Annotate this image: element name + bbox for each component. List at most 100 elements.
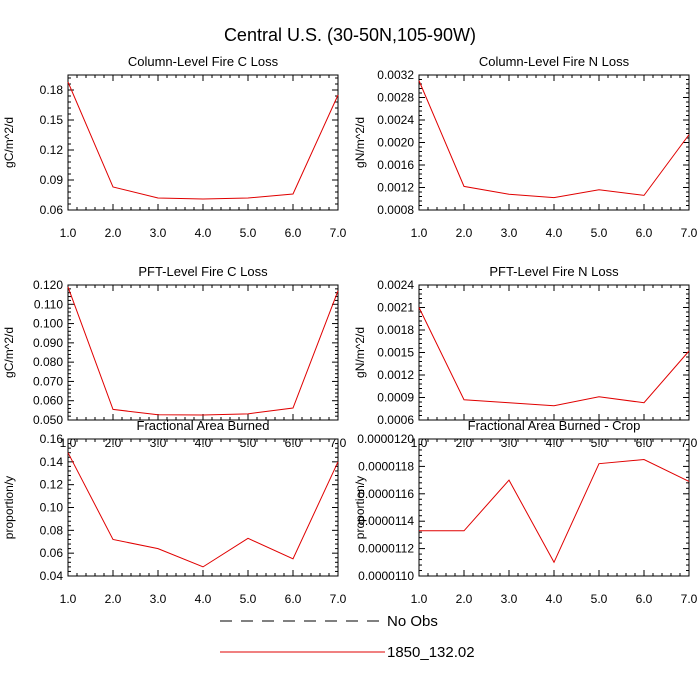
plot-frame — [67, 284, 339, 421]
y-tick-label: 0.050 — [33, 413, 63, 427]
y-tick-label: 0.0000120 — [357, 432, 414, 446]
series-line — [67, 81, 339, 200]
figure-title: Central U.S. (30-50N,105-90W) — [224, 25, 476, 45]
y-tick-label: 0.10 — [40, 501, 64, 515]
y-axis-label: gC/m^2/d — [2, 327, 16, 378]
y-tick-label: 0.0009 — [377, 391, 414, 405]
y-tick-label: 0.0008 — [377, 203, 414, 217]
y-tick-label: 0.0032 — [377, 68, 414, 82]
panel-1: Column-Level Fire C Loss gC/m^2/d 1.0 2.0 3.… — [2, 54, 347, 240]
y-tick-label: 0.080 — [33, 355, 63, 369]
series-line — [418, 80, 690, 199]
x-tick-label: 3.0 — [501, 226, 518, 240]
legend: No Obs 1850_132.02 — [220, 613, 475, 661]
panel-title: PFT-Level Fire N Loss — [489, 264, 619, 279]
series-line — [67, 286, 339, 416]
x-tick-label: 6.0 — [636, 226, 653, 240]
panels: Column-Level Fire C Loss gC/m^2/d 1.0 2.0 3.… — [2, 54, 698, 606]
panel-title: Column-Level Fire C Loss — [128, 54, 279, 69]
x-tick-label: 6.0 — [285, 592, 302, 606]
panel-6: Fractional Area Burned - Crop proportion/… — [353, 418, 698, 606]
panel-2: Column-Level Fire N Loss gN/m^2/d 1.0 2.0 3.… — [353, 54, 698, 240]
x-tick-label: 2.0 — [456, 226, 473, 240]
y-tick-label: 0.0012 — [377, 181, 414, 195]
x-tick-label: 6.0 — [285, 226, 302, 240]
series-line — [418, 307, 690, 407]
y-tick-label: 0.0028 — [377, 91, 414, 105]
y-tick-label: 0.16 — [40, 432, 64, 446]
x-tick-label: 3.0 — [150, 592, 167, 606]
panel-title: Column-Level Fire N Loss — [479, 54, 630, 69]
plot-frame — [67, 438, 339, 577]
x-tick-label: 4.0 — [195, 592, 212, 606]
y-tick-label: 0.15 — [40, 113, 64, 127]
y-tick-label: 0.0024 — [377, 278, 414, 292]
plot-frame — [418, 438, 690, 577]
x-tick-label: 5.0 — [591, 592, 608, 606]
y-tick-label: 0.090 — [33, 336, 63, 350]
legend-label-run: 1850_132.02 — [387, 644, 475, 661]
x-tick-label: 7.0 — [681, 592, 698, 606]
y-tick-label: 0.0000114 — [358, 514, 414, 528]
x-tick-label: 2.0 — [105, 592, 122, 606]
y-axis-label: proportion/y — [2, 476, 16, 539]
legend-label-no-obs: No Obs — [387, 613, 438, 630]
x-tick-label: 4.0 — [546, 592, 563, 606]
panel-title: Fractional Area Burned — [137, 418, 270, 433]
x-tick-label: 1.0 — [411, 226, 428, 240]
x-tick-label: 7.0 — [330, 226, 347, 240]
y-tick-label: 0.0018 — [377, 323, 414, 337]
x-tick-label: 2.0 — [105, 226, 122, 240]
y-tick-label: 0.08 — [40, 523, 64, 537]
x-tick-label: 1.0 — [411, 592, 428, 606]
y-tick-label: 0.0016 — [377, 158, 414, 172]
y-tick-label: 0.0012 — [377, 368, 414, 382]
panel-title: Fractional Area Burned - Crop — [468, 418, 641, 433]
y-axis-label: gC/m^2/d — [2, 117, 16, 168]
y-axis-label: proportion/y — [353, 476, 367, 539]
y-tick-label: 0.0015 — [377, 346, 414, 360]
y-tick-label: 0.0000118 — [358, 459, 414, 473]
x-tick-label: 3.0 — [150, 226, 167, 240]
x-tick-label: 7.0 — [681, 226, 698, 240]
y-tick-label: 0.0021 — [377, 301, 414, 315]
y-tick-label: 0.110 — [34, 297, 63, 311]
x-tick-label: 7.0 — [330, 592, 347, 606]
panel-title: PFT-Level Fire C Loss — [138, 264, 268, 279]
y-tick-label: 0.18 — [40, 83, 64, 97]
y-tick-label: 0.0000116 — [358, 487, 414, 501]
panel-5: Fractional Area Burned proportion/y 1.0 2.0… — [2, 418, 347, 606]
x-tick-label: 5.0 — [591, 226, 608, 240]
y-tick-label: 0.12 — [40, 143, 64, 157]
y-axis-label: gN/m^2/d — [353, 327, 367, 378]
x-tick-label: 1.0 — [60, 226, 77, 240]
series-line — [67, 452, 339, 568]
y-tick-label: 0.0020 — [377, 136, 414, 150]
x-tick-label: 4.0 — [195, 226, 212, 240]
x-tick-label: 3.0 — [501, 592, 518, 606]
y-axis-label: gN/m^2/d — [353, 117, 367, 168]
x-tick-label: 1.0 — [60, 592, 77, 606]
y-tick-label: 0.0006 — [377, 413, 414, 427]
y-tick-label: 0.14 — [40, 455, 64, 469]
y-tick-label: 0.04 — [40, 569, 64, 583]
series-line — [419, 459, 690, 564]
y-tick-label: 0.070 — [33, 374, 63, 388]
y-tick-label: 0.0000112 — [358, 542, 414, 556]
y-tick-label: 0.06 — [40, 546, 64, 560]
x-tick-label: 5.0 — [240, 592, 257, 606]
y-tick-label: 0.100 — [33, 317, 63, 331]
y-tick-label: 0.060 — [33, 394, 63, 408]
y-tick-label: 0.12 — [40, 478, 64, 492]
y-tick-label: 0.09 — [40, 173, 64, 187]
y-tick-label: 0.0000110 — [358, 569, 414, 583]
plot-frame — [67, 74, 339, 211]
plot-frame — [418, 284, 690, 421]
x-tick-label: 6.0 — [636, 592, 653, 606]
y-tick-label: 0.120 — [33, 278, 63, 292]
x-tick-label: 5.0 — [240, 226, 257, 240]
x-tick-label: 2.0 — [456, 592, 473, 606]
y-tick-label: 0.06 — [40, 203, 64, 217]
x-tick-label: 4.0 — [546, 226, 563, 240]
